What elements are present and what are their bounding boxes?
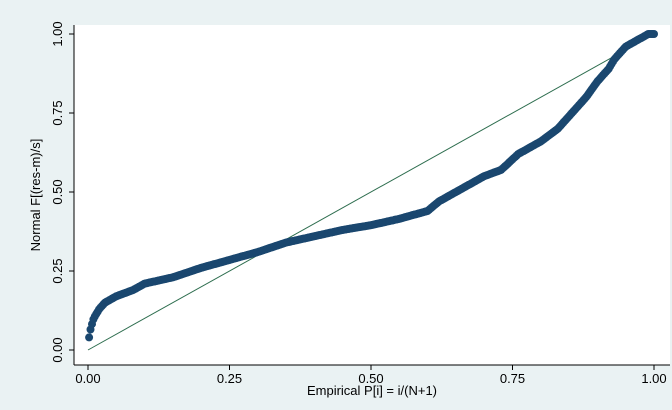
x-tick-label: 1.00: [641, 371, 666, 386]
y-tick-label: 0.25: [50, 258, 65, 283]
data-point: [85, 333, 94, 342]
x-tick-label: 0.00: [75, 371, 100, 386]
y-tick-label: 0.50: [50, 179, 65, 204]
x-tick-label: 0.50: [358, 371, 383, 386]
reference-line: [87, 33, 655, 351]
x-tick-label: 0.25: [217, 371, 242, 386]
y-tick-label: 1.00: [50, 21, 65, 46]
y-axis-title: Normal F[(res-m)/s]: [28, 139, 43, 252]
data-points: [85, 30, 658, 342]
x-axis-ticks: 0.00 0.25 0.50 0.75 1.00: [75, 365, 667, 386]
plot-area: [74, 25, 670, 365]
x-tick-label: 0.75: [500, 371, 525, 386]
y-tick-label: 0.75: [50, 100, 65, 125]
y-axis-ticks: 0.00 0.25 0.50 0.75 1.00: [50, 21, 74, 363]
data-point: [650, 30, 658, 38]
x-axis-title: Empirical P[i] = i/(N+1): [307, 383, 437, 398]
y-tick-label: 0.00: [50, 337, 65, 362]
